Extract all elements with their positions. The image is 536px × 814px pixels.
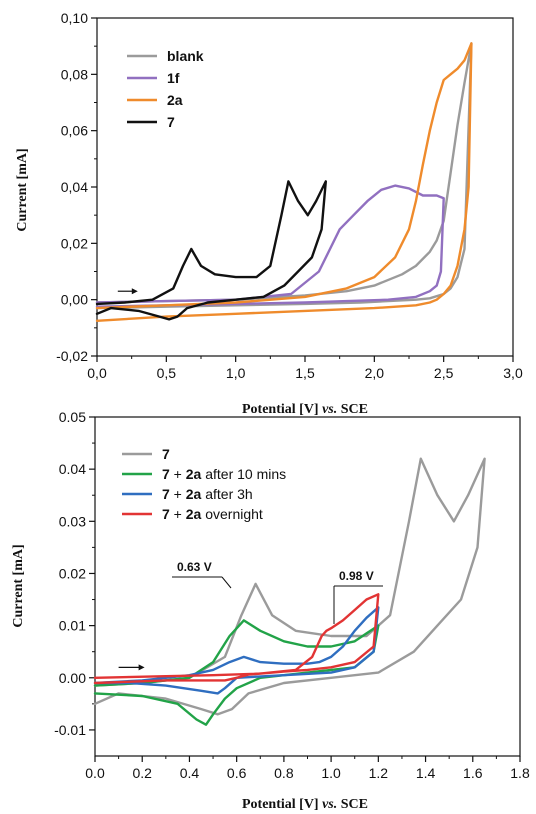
x-axis-title-italic: vs. xyxy=(322,797,337,812)
y-tick-label: 0.03 xyxy=(59,513,86,529)
legend-label-0: blank xyxy=(167,48,204,64)
legend-label-part: 2a xyxy=(186,486,202,502)
y-tick-label: 0.00 xyxy=(59,670,86,686)
x-tick-label: 1.8 xyxy=(510,765,530,781)
legend-label-2: 7 + 2a after 3h xyxy=(162,486,253,502)
legend-label-part: 7 xyxy=(162,446,170,462)
x-axis-title: Potential [V] vs. SCE xyxy=(242,402,368,417)
x-tick-label: 0.8 xyxy=(274,765,294,781)
legend-label-part: 7 xyxy=(162,466,170,482)
chart-top: 0,0 0,5 1,0 1,5 2,0 2,5 3,0 -0,02 0,00 0,02 0,04 0,… xyxy=(15,10,523,417)
x-axis-title-tail: SCE xyxy=(337,797,368,812)
peak-annotation-leader xyxy=(221,576,232,589)
legend-label-3: 7 + 2a overnight xyxy=(162,506,263,522)
legend-label-3: 7 xyxy=(167,114,175,130)
y-tick-label: 0,02 xyxy=(61,235,88,251)
x-tick-label: 3,0 xyxy=(503,365,523,381)
series-line-1 xyxy=(95,184,445,308)
legend-label-part: after 10 mins xyxy=(201,466,286,482)
series-line-3 xyxy=(93,593,380,685)
legend-label-part: 7 xyxy=(162,486,170,502)
y-tick-label: -0.01 xyxy=(54,722,86,738)
x-tick-label: 1.4 xyxy=(416,765,436,781)
y-tick-label: -0,02 xyxy=(56,348,88,364)
y-tick-label: 0,08 xyxy=(61,66,88,82)
y-axis-title: Current [mA] xyxy=(11,544,26,627)
plot-frame xyxy=(94,416,521,757)
x-axis-title-tail: SCE xyxy=(337,402,368,417)
x-tick-label: 1.6 xyxy=(463,765,483,781)
x-tick-label: 2,5 xyxy=(434,365,454,381)
y-tick-label: 0,10 xyxy=(61,10,88,26)
series-line-3 xyxy=(95,180,327,321)
y-tick-label: 0.01 xyxy=(59,618,86,634)
x-tick-label: 1,5 xyxy=(295,365,315,381)
legend-label-2: 2a xyxy=(167,92,183,108)
legend-label-part: + xyxy=(170,486,186,502)
y-tick-label: 0,00 xyxy=(61,292,88,308)
y-tick-label: 0,04 xyxy=(61,179,88,195)
peak-annotation-label: 0.98 V xyxy=(339,569,374,583)
y-tick-label: 0.02 xyxy=(59,565,86,581)
y-tick-label: 0.04 xyxy=(59,461,86,477)
x-tick-label: 1.0 xyxy=(321,765,341,781)
x-tick-label: 0.2 xyxy=(132,765,152,781)
x-axis-title: Potential [V] vs. SCE xyxy=(242,797,368,812)
legend-label-1: 7 + 2a after 10 mins xyxy=(162,466,286,482)
y-axis-title: Current [mA] xyxy=(15,148,30,231)
legend-label-part: after 3h xyxy=(201,486,252,502)
x-tick-label: 0,5 xyxy=(157,365,177,381)
legend-label-part: 2a xyxy=(186,466,202,482)
x-axis-title-main: Potential [V] xyxy=(242,402,322,417)
legend-label-part: + xyxy=(170,506,186,522)
chart-bottom: 0.0 0.2 0.4 0.6 0.8 1.0 1.2 1.4 1.6 1.8 -0.01 0.00 0… xyxy=(11,409,530,812)
y-tick-label: 0,06 xyxy=(61,123,88,139)
legend-label-part: + xyxy=(170,466,186,482)
y-tick-label: 0.05 xyxy=(59,409,86,425)
x-tick-label: 1.2 xyxy=(369,765,389,781)
x-tick-label: 0.0 xyxy=(85,765,105,781)
legend-label-part: 7 xyxy=(162,506,170,522)
x-axis-title-main: Potential [V] xyxy=(242,797,322,812)
legend-label-part: overnight xyxy=(201,506,263,522)
x-axis-title-italic: vs. xyxy=(322,402,337,417)
legend-label-0: 7 xyxy=(162,446,170,462)
peak-annotation-label: 0.63 V xyxy=(177,560,212,574)
scan-arrow-head xyxy=(131,288,138,295)
legend-label-part: 2a xyxy=(186,506,202,522)
x-tick-label: 2,0 xyxy=(365,365,385,381)
legend-label-1: 1f xyxy=(167,70,180,86)
x-tick-label: 0.4 xyxy=(180,765,200,781)
x-tick-label: 0.6 xyxy=(227,765,247,781)
series-line-0 xyxy=(95,42,473,310)
x-tick-label: 1,0 xyxy=(226,365,246,381)
x-tick-label: 0,0 xyxy=(87,365,107,381)
scan-arrow-head xyxy=(138,664,145,671)
series-line-2 xyxy=(95,42,473,322)
series-line-2 xyxy=(93,606,380,695)
series-line-0 xyxy=(93,457,486,716)
